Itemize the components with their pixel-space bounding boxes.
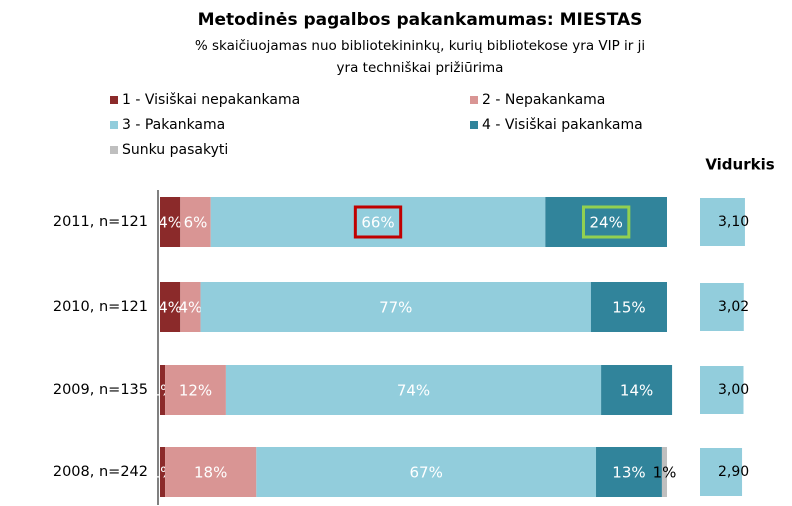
- average-bar: [700, 283, 744, 331]
- bar-segment: [165, 365, 226, 415]
- highlight-box: [581, 205, 631, 239]
- legend-swatch: [470, 96, 478, 104]
- legend-label: 4 - Visiškai pakankama: [482, 117, 643, 133]
- value-label: 77%: [379, 299, 412, 317]
- bar-segment: [160, 447, 166, 497]
- bar-segment: [160, 365, 166, 415]
- value-label: 18%: [194, 464, 227, 482]
- legend-swatch: [110, 96, 118, 104]
- chart-subtitle: yra techniškai prižiūrima: [337, 60, 504, 76]
- average-bar: [700, 366, 744, 414]
- value-label: 12%: [179, 382, 212, 400]
- legend-swatch: [110, 146, 118, 154]
- average-label: 3,00: [718, 382, 749, 398]
- value-label: 4%: [158, 214, 182, 232]
- bar-segment: [601, 365, 673, 415]
- category-label: 2008, n=242: [53, 464, 148, 480]
- legend-swatch: [110, 121, 118, 129]
- value-label: 24%: [589, 214, 622, 232]
- bar-segment: [180, 282, 201, 332]
- bar-segment: [160, 197, 181, 247]
- value-label: 6%: [184, 214, 208, 232]
- legend-label: 1 - Visiškai nepakankama: [122, 92, 300, 108]
- value-label: 14%: [620, 382, 653, 400]
- legend-label: Sunku pasakyti: [122, 142, 228, 158]
- legend-swatch: [470, 121, 478, 129]
- bar-segment: [225, 365, 602, 415]
- average-label: 3,10: [718, 214, 749, 230]
- value-label: 67%: [410, 464, 443, 482]
- legend-label: 2 - Nepakankama: [482, 92, 605, 108]
- bar-segment: [545, 197, 667, 247]
- bar-segment: [165, 447, 257, 497]
- bar-segment: [180, 197, 211, 247]
- bar-segment: [590, 282, 667, 332]
- average-bar: [700, 198, 745, 246]
- chart-title: Metodinės pagalbos pakankamumas: MIESTAS: [198, 10, 643, 30]
- average-bar: [700, 448, 743, 496]
- legend-label: 3 - Pakankama: [122, 117, 225, 133]
- category-label: 2011, n=121: [53, 214, 148, 230]
- category-label: 2010, n=121: [53, 299, 148, 315]
- value-label: 4%: [158, 299, 182, 317]
- category-label: 2009, n=135: [53, 382, 148, 398]
- bar-segment: [661, 447, 667, 497]
- value-label: 15%: [612, 299, 645, 317]
- bar-segment: [596, 447, 662, 497]
- value-label: 13%: [612, 464, 645, 482]
- bar-segment: [210, 197, 546, 247]
- value-label: 1%: [653, 464, 677, 482]
- average-label: 2,90: [718, 464, 749, 480]
- value-label: 66%: [361, 214, 394, 232]
- value-label: 4%: [179, 299, 203, 317]
- average-title: Vidurkis: [705, 156, 774, 174]
- highlight-box: [353, 205, 403, 239]
- value-label: 74%: [397, 382, 430, 400]
- bar-segment: [160, 282, 181, 332]
- chart-subtitle: % skaičiuojamas nuo bibliotekininkų, kur…: [195, 38, 645, 54]
- bar-segment: [200, 282, 591, 332]
- bar-segment: [256, 447, 597, 497]
- average-label: 3,02: [718, 299, 749, 315]
